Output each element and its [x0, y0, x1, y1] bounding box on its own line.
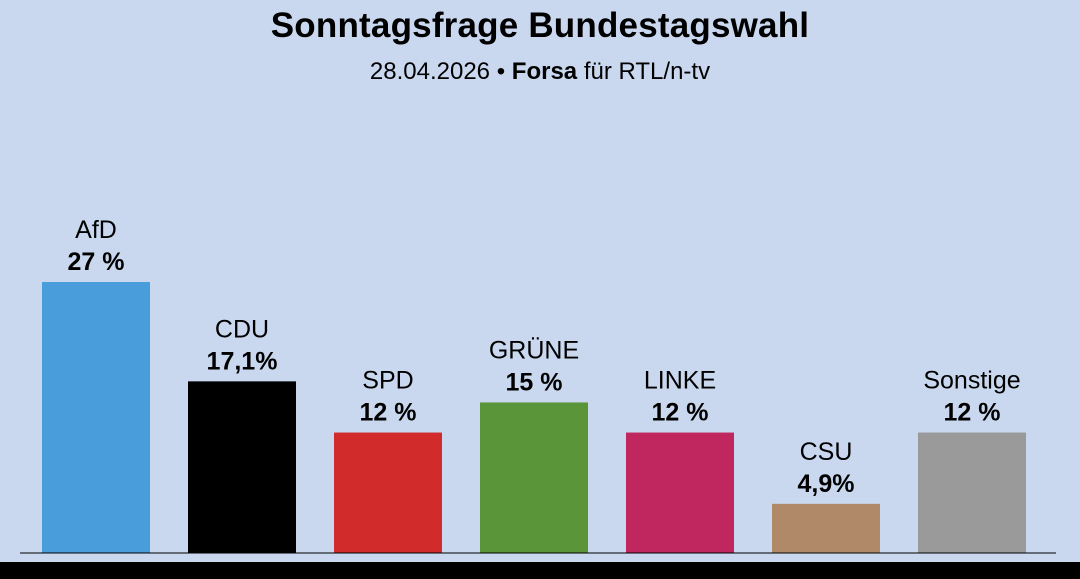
category-label-afd: AfD: [75, 216, 117, 244]
category-label-csu: CSU: [800, 438, 853, 466]
bars-group: [42, 282, 1026, 553]
category-label-gr-ne: GRÜNE: [489, 336, 579, 364]
category-label-linke: LINKE: [644, 367, 716, 395]
bar-gr-ne: [480, 402, 588, 553]
value-label-csu: 4,9%: [798, 470, 855, 498]
subtitle-institute: Forsa: [511, 58, 578, 85]
value-label-linke: 12 %: [652, 399, 709, 427]
bottom-bar: [0, 562, 1080, 579]
bar-csu: [772, 503, 880, 553]
chart-subtitle: 28.04.2026 • Forsa für RTL/n-tv: [0, 58, 1080, 86]
bar-linke: [626, 432, 734, 553]
bar-cdu: [188, 381, 296, 553]
value-label-afd: 27 %: [68, 248, 125, 276]
category-label-spd: SPD: [362, 367, 413, 395]
subtitle-client: für RTL/n-tv: [583, 58, 711, 85]
subtitle-date: 28.04.2026: [369, 58, 491, 85]
value-label-spd: 12 %: [360, 399, 417, 427]
chart-title: Sonntagsfrage Bundestagswahl: [270, 6, 810, 45]
labels-group: 27 % AfD 17,1% CDU 12 % SPD 15 % GRÜNE 12 % LINKE…: [68, 216, 1021, 498]
value-label-gr-ne: 15 %: [506, 368, 563, 396]
value-label-cdu: 17,1%: [207, 347, 278, 375]
bar-spd: [334, 432, 442, 553]
value-label-sonstige: 12 %: [944, 399, 1001, 427]
subtitle-separator: •: [496, 58, 506, 85]
category-label-cdu: CDU: [215, 315, 269, 343]
category-label-sonstige: Sonstige: [923, 367, 1020, 395]
bar-afd: [42, 282, 150, 553]
bar-sonstige: [918, 432, 1026, 553]
